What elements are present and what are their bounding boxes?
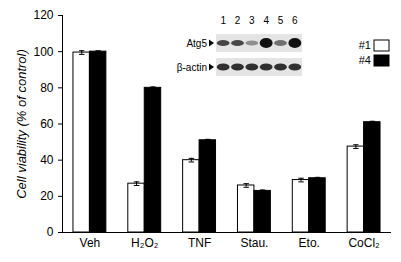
svg-text:CoCl₂: CoCl₂ — [348, 236, 380, 250]
svg-text:2: 2 — [235, 15, 241, 26]
svg-text:5: 5 — [278, 15, 284, 26]
svg-text:Veh: Veh — [80, 236, 101, 250]
svg-text:100: 100 — [33, 45, 53, 59]
svg-text:40: 40 — [40, 153, 54, 167]
svg-text:Eto.: Eto. — [299, 236, 320, 250]
svg-text:Cell viability (% of control): Cell viability (% of control) — [14, 49, 29, 199]
svg-text:60: 60 — [40, 117, 54, 131]
svg-text:β-actin: β-actin — [177, 62, 207, 73]
svg-text:H₂O₂: H₂O₂ — [131, 236, 159, 250]
svg-text:20: 20 — [40, 189, 54, 203]
svg-text:4: 4 — [263, 15, 269, 26]
svg-text:0: 0 — [47, 225, 54, 239]
svg-text:#4: #4 — [359, 54, 371, 66]
svg-text:80: 80 — [40, 81, 54, 95]
svg-text:Atg5: Atg5 — [186, 38, 207, 49]
svg-text:3: 3 — [249, 15, 255, 26]
svg-text:Stau.: Stau. — [240, 236, 268, 250]
svg-text:TNF: TNF — [188, 236, 211, 250]
svg-text:120: 120 — [33, 8, 53, 22]
svg-text:1: 1 — [220, 15, 226, 26]
svg-text:#1: #1 — [359, 39, 371, 51]
svg-text:6: 6 — [292, 15, 298, 26]
